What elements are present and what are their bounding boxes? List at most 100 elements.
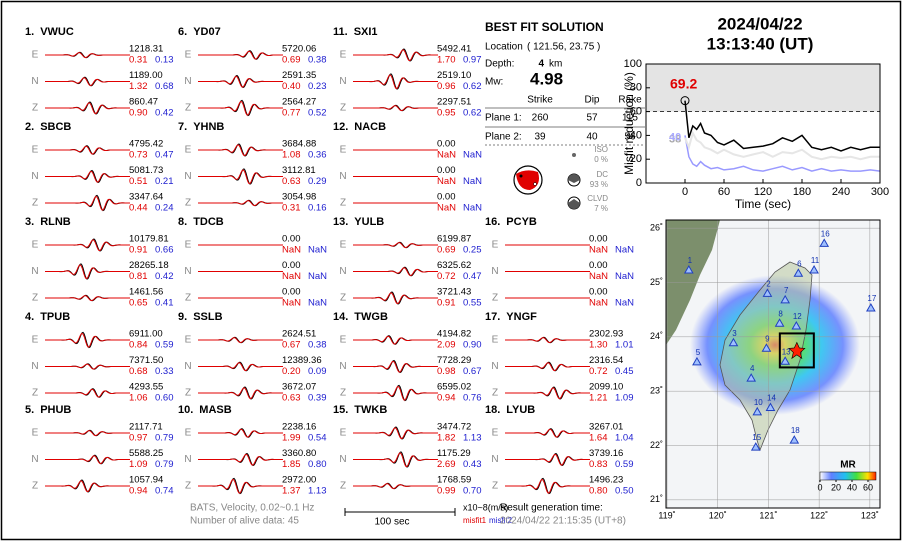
misfit1: 1.70: [437, 55, 456, 66]
component-label: Z: [185, 198, 191, 209]
amplitude: 2099.10: [589, 382, 623, 393]
station-title: 14. TWGB: [333, 311, 388, 323]
misfit1: 2.69: [437, 459, 456, 470]
amplitude: 12389.36: [282, 355, 322, 366]
station-map-label: 8: [778, 309, 783, 318]
synthetic-trace: [45, 102, 130, 114]
component-label: Z: [32, 103, 38, 114]
misfit2: 0.76: [463, 393, 482, 404]
station-marker: [791, 320, 802, 330]
synthetic-trace: [198, 169, 283, 184]
misfit2: 0.21: [155, 176, 174, 187]
station-name: VWUC: [40, 26, 74, 38]
station-name: LYUB: [506, 404, 535, 416]
units: x10~8(m/s): [463, 502, 508, 512]
station-number: 12.: [333, 121, 348, 133]
station-title: 5. PHUB: [25, 404, 71, 416]
station-name: PCYB: [506, 216, 537, 228]
amplitude: 3684.88: [282, 139, 316, 150]
station-number: 14.: [333, 311, 348, 323]
component-label: Z: [340, 293, 346, 304]
event-time: 13:13:40 (UT): [707, 34, 814, 53]
station-marker: [765, 402, 776, 411]
misfit1: 0.63: [282, 393, 301, 404]
station-marker: [780, 356, 791, 365]
synthetic-trace: [353, 360, 438, 373]
depth-label: Depth:: [485, 59, 514, 70]
component-label: N: [184, 76, 191, 87]
amplitude: 0.00: [589, 287, 608, 298]
misfit2: 1.13: [463, 433, 482, 444]
amplitude: 0.00: [589, 234, 608, 245]
station-name: SXI1: [354, 26, 378, 38]
amplitude: 5492.41: [437, 44, 471, 55]
misfit1: NaN: [589, 271, 608, 282]
column-header: Strike: [527, 95, 553, 106]
misfit1: 0.81: [129, 271, 148, 282]
station-number: 9.: [178, 311, 187, 323]
component-label: E: [185, 50, 192, 61]
depth-value: 4: [538, 59, 544, 70]
mw-label: Mw:: [485, 77, 503, 88]
station-name: TWKB: [354, 404, 387, 416]
lon-label: 123˚: [861, 510, 879, 520]
component-label: Z: [340, 103, 346, 114]
amplitude: 6325.62: [437, 260, 471, 271]
misfit1: NaN: [589, 298, 608, 309]
misfit2: 0.42: [155, 271, 174, 282]
misfit2: NaN: [308, 271, 327, 282]
amplitude: 2564.27: [282, 97, 316, 108]
station-name: PHUB: [40, 404, 71, 416]
misfit2: 0.54: [308, 433, 327, 444]
component-label: E: [32, 428, 39, 439]
amplitude: 7371.50: [129, 355, 163, 366]
time-scale-bar: [344, 508, 456, 516]
component-label: E: [32, 145, 39, 156]
misfit1: 1.30: [589, 340, 608, 351]
station-marker: [692, 356, 702, 366]
amplitude: 2302.93: [589, 329, 623, 340]
misfit1: NaN: [282, 271, 301, 282]
plane-value: 56: [624, 132, 636, 143]
amplitude: 3054.98: [282, 192, 316, 203]
synthetic-trace: [505, 478, 590, 494]
synthetic-trace: [505, 337, 590, 343]
column-header: Rake: [618, 95, 642, 106]
amplitude: 6199.87: [437, 234, 471, 245]
station-name: YHNB: [193, 121, 224, 133]
component-label: Z: [32, 198, 38, 209]
misfit2: 0.74: [155, 486, 174, 497]
amplitude: 2316.54: [589, 355, 623, 366]
station-marker: [819, 238, 830, 247]
station-map-label: 12: [793, 312, 802, 321]
component-label: N: [31, 266, 38, 277]
station-name: TWGB: [354, 311, 388, 323]
synthetic-trace: [45, 264, 130, 279]
station-marker: [809, 264, 819, 274]
station-marker: [746, 373, 757, 382]
lat-label: 23˚: [650, 386, 663, 396]
station-name: SSLB: [193, 311, 222, 323]
misfit1: NaN: [437, 203, 456, 214]
station-map-label: 2: [766, 279, 771, 288]
misfit2: 0.47: [463, 271, 482, 282]
misfit2: 0.38: [308, 340, 327, 351]
amplitude: 0.00: [589, 260, 608, 271]
amplitude: 6911.00: [129, 329, 163, 340]
peak-marker: [680, 96, 690, 106]
station-name: YNGF: [506, 311, 537, 323]
amplitude: 3474.72: [437, 422, 471, 433]
y-tick-label: 0: [636, 177, 642, 189]
time-scale-label: 100 sec: [374, 517, 409, 528]
amplitude: 4194.82: [437, 329, 471, 340]
lon-label: 122˚: [810, 510, 828, 520]
synthetic-trace: [198, 144, 283, 156]
amplitude: 4795.42: [129, 139, 163, 150]
x-tick-label: 0: [682, 186, 688, 198]
synthetic-trace: [198, 200, 283, 206]
misfit1: 0.67: [282, 340, 301, 351]
station-map-label: 6: [797, 259, 802, 268]
misfit2: 0.68: [155, 81, 174, 92]
synthetic-trace: [45, 455, 130, 464]
component-label: N: [491, 266, 498, 277]
